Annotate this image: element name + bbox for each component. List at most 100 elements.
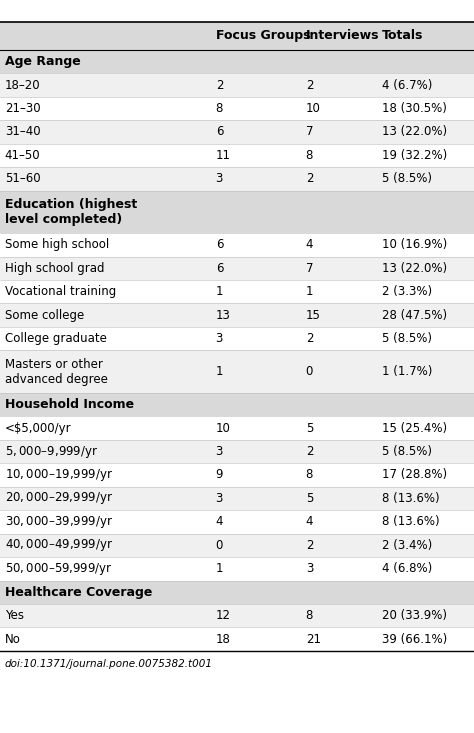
- Text: 2 (3.4%): 2 (3.4%): [382, 539, 432, 552]
- Text: 21–30: 21–30: [5, 102, 40, 115]
- Text: 41–50: 41–50: [5, 149, 40, 162]
- Text: 3: 3: [216, 332, 223, 345]
- Text: 21: 21: [306, 633, 321, 646]
- Text: 6: 6: [216, 125, 223, 139]
- Text: 39 (66.1%): 39 (66.1%): [382, 633, 447, 646]
- Text: $5,000–$9,999/yr: $5,000–$9,999/yr: [5, 443, 98, 460]
- Text: 9: 9: [216, 468, 223, 482]
- Text: Totals: Totals: [382, 29, 423, 43]
- Text: 7: 7: [306, 262, 313, 275]
- Text: $50,000–$59,999/yr: $50,000–$59,999/yr: [5, 561, 112, 577]
- Text: 3: 3: [306, 562, 313, 575]
- Text: 2: 2: [306, 78, 313, 92]
- Text: 8: 8: [306, 149, 313, 162]
- Bar: [0, 233, 474, 257]
- Text: 0: 0: [216, 539, 223, 552]
- Text: 1 (1.7%): 1 (1.7%): [382, 365, 432, 378]
- Bar: [0, 327, 474, 350]
- Bar: [0, 73, 474, 97]
- Text: 8 (13.6%): 8 (13.6%): [382, 492, 439, 505]
- Text: $10,000–$19,999/yr: $10,000–$19,999/yr: [5, 467, 113, 483]
- Text: 1: 1: [216, 285, 223, 298]
- Text: 18: 18: [216, 633, 230, 646]
- Text: $30,000–$39,999/yr: $30,000–$39,999/yr: [5, 514, 113, 530]
- Bar: [0, 257, 474, 280]
- Text: $20,000–$29,999/yr: $20,000–$29,999/yr: [5, 490, 113, 507]
- Text: 19 (32.2%): 19 (32.2%): [382, 149, 447, 162]
- Bar: [0, 280, 474, 303]
- Text: 17 (28.8%): 17 (28.8%): [382, 468, 447, 482]
- Text: 20 (33.9%): 20 (33.9%): [382, 609, 447, 622]
- Text: 0: 0: [306, 365, 313, 378]
- Text: 5 (8.5%): 5 (8.5%): [382, 332, 431, 345]
- Text: 5 (8.5%): 5 (8.5%): [382, 445, 431, 458]
- Text: 15 (25.4%): 15 (25.4%): [382, 421, 447, 435]
- Bar: [0, 350, 474, 393]
- Text: Focus Groups: Focus Groups: [216, 29, 310, 43]
- Text: 7: 7: [306, 125, 313, 139]
- Bar: [0, 97, 474, 120]
- Text: 4: 4: [216, 515, 223, 528]
- Text: 4 (6.8%): 4 (6.8%): [382, 562, 432, 575]
- Text: 5: 5: [306, 421, 313, 435]
- Text: 8: 8: [216, 102, 223, 115]
- Text: Some college: Some college: [5, 309, 84, 322]
- Text: 11: 11: [216, 149, 231, 162]
- Text: Masters or other
advanced degree: Masters or other advanced degree: [5, 358, 108, 386]
- Text: 8 (13.6%): 8 (13.6%): [382, 515, 439, 528]
- Text: College graduate: College graduate: [5, 332, 107, 345]
- Text: 8: 8: [306, 468, 313, 482]
- Bar: [0, 303, 474, 327]
- Bar: [0, 22, 474, 50]
- Text: 28 (47.5%): 28 (47.5%): [382, 309, 447, 322]
- Text: 13 (22.0%): 13 (22.0%): [382, 125, 447, 139]
- Text: Interviews: Interviews: [306, 29, 379, 43]
- Text: 10: 10: [306, 102, 320, 115]
- Bar: [0, 416, 474, 440]
- Text: 4 (6.7%): 4 (6.7%): [382, 78, 432, 92]
- Bar: [0, 463, 474, 487]
- Text: 4: 4: [306, 238, 313, 251]
- Text: 8: 8: [306, 609, 313, 622]
- Text: High school grad: High school grad: [5, 262, 104, 275]
- Text: 2 (3.3%): 2 (3.3%): [382, 285, 432, 298]
- Text: 5 (8.5%): 5 (8.5%): [382, 172, 431, 185]
- Text: No: No: [5, 633, 20, 646]
- Bar: [0, 167, 474, 191]
- Text: 2: 2: [306, 445, 313, 458]
- Bar: [0, 120, 474, 144]
- Bar: [0, 581, 474, 604]
- Text: 2: 2: [306, 332, 313, 345]
- Text: $40,000–$49,999/yr: $40,000–$49,999/yr: [5, 537, 113, 553]
- Text: 13: 13: [216, 309, 230, 322]
- Text: 5: 5: [306, 492, 313, 505]
- Bar: [0, 191, 474, 233]
- Bar: [0, 144, 474, 167]
- Text: 10: 10: [216, 421, 230, 435]
- Text: 1: 1: [306, 285, 313, 298]
- Bar: [0, 487, 474, 510]
- Text: doi:10.1371/journal.pone.0075382.t001: doi:10.1371/journal.pone.0075382.t001: [5, 659, 213, 669]
- Text: 3: 3: [216, 445, 223, 458]
- Text: 6: 6: [216, 262, 223, 275]
- Bar: [0, 557, 474, 581]
- Bar: [0, 510, 474, 534]
- Bar: [0, 440, 474, 463]
- Text: 51–60: 51–60: [5, 172, 40, 185]
- Text: Yes: Yes: [5, 609, 24, 622]
- Text: Vocational training: Vocational training: [5, 285, 116, 298]
- Bar: [0, 627, 474, 651]
- Text: 1: 1: [216, 365, 223, 378]
- Text: 10 (16.9%): 10 (16.9%): [382, 238, 447, 251]
- Text: 6: 6: [216, 238, 223, 251]
- Text: Age Range: Age Range: [5, 55, 81, 68]
- Bar: [0, 534, 474, 557]
- Bar: [0, 50, 474, 73]
- Bar: [0, 393, 474, 416]
- Text: 12: 12: [216, 609, 231, 622]
- Text: Some high school: Some high school: [5, 238, 109, 251]
- Text: 2: 2: [306, 172, 313, 185]
- Text: 18 (30.5%): 18 (30.5%): [382, 102, 447, 115]
- Text: 18–20: 18–20: [5, 78, 40, 92]
- Text: Education (highest
level completed): Education (highest level completed): [5, 198, 137, 226]
